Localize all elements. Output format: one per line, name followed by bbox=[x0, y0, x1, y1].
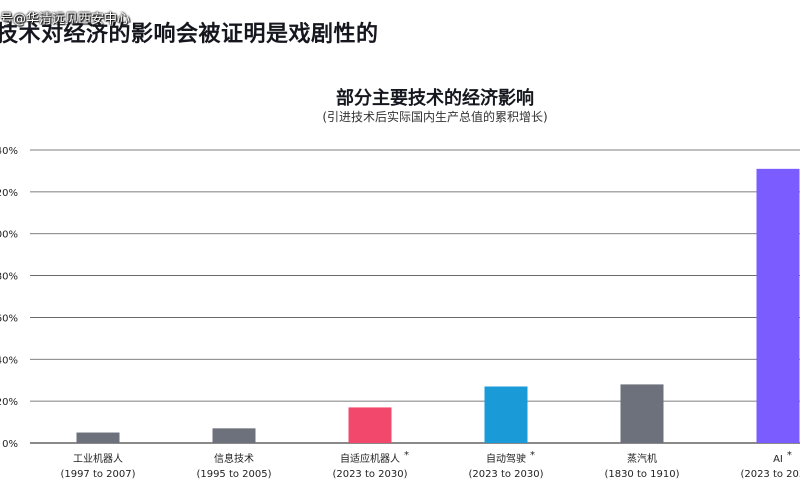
chart-subtitle: (引进技术后实际国内生产总值的累积增长) bbox=[322, 110, 548, 124]
footnote-star: * bbox=[404, 450, 409, 461]
footnote-star: * bbox=[787, 450, 792, 461]
x-category-label: 蒸汽机 bbox=[627, 452, 657, 465]
x-period-label: (1997 to 2007) bbox=[60, 469, 135, 480]
bar-5 bbox=[620, 384, 664, 443]
bar-3 bbox=[348, 407, 392, 443]
y-tick-label: 140% bbox=[0, 146, 18, 157]
bar-6 bbox=[756, 168, 800, 444]
x-period-label: (2023 to 2030) bbox=[740, 469, 800, 480]
x-category-label: 自动驾驶 bbox=[486, 452, 526, 465]
x-category-label: 工业机器人 bbox=[73, 452, 123, 465]
y-tick-label: 0% bbox=[2, 439, 18, 450]
x-period-label: (1995 to 2005) bbox=[196, 469, 271, 480]
bar-2 bbox=[212, 428, 256, 443]
x-category-label: AI bbox=[773, 454, 783, 465]
x-period-label: (2023 to 2030) bbox=[332, 469, 407, 480]
y-tick-label: 40% bbox=[0, 355, 18, 366]
bar-1 bbox=[76, 432, 120, 443]
y-tick-label: 120% bbox=[0, 188, 18, 199]
x-category-label: 自适应机器人 bbox=[340, 452, 400, 465]
chart-title: 部分主要技术的经济影响 bbox=[336, 88, 534, 109]
page-headline: 技术对经济的影响会被证明是戏剧性的 bbox=[0, 22, 379, 47]
x-period-label: (2023 to 2030) bbox=[468, 469, 543, 480]
x-category-label: 信息技术 bbox=[214, 452, 254, 465]
y-tick-label: 100% bbox=[0, 230, 18, 241]
y-tick-label: 80% bbox=[0, 272, 18, 283]
x-period-label: (1830 to 1910) bbox=[604, 469, 679, 480]
watermark-text: 号@华清远见西安中心 bbox=[0, 12, 131, 27]
footnote-star: * bbox=[530, 450, 535, 461]
bar-4 bbox=[484, 386, 528, 443]
y-tick-label: 60% bbox=[0, 313, 18, 324]
y-tick-label: 20% bbox=[0, 397, 18, 408]
